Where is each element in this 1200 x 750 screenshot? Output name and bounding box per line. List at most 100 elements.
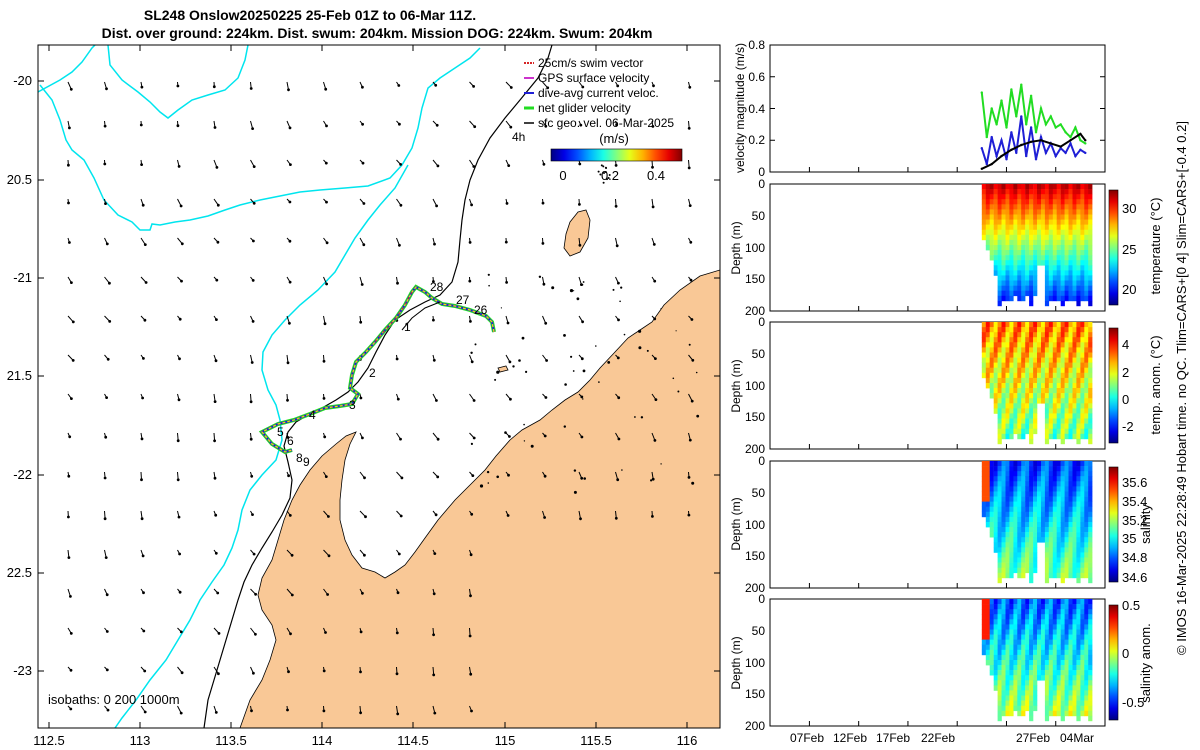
heatmap-cell bbox=[1068, 471, 1073, 477]
heatmap-cell bbox=[1017, 408, 1022, 414]
heatmap-cell bbox=[1044, 413, 1050, 419]
heatmap-cell bbox=[1037, 224, 1042, 230]
heatmap-cell bbox=[1013, 214, 1018, 220]
heatmap-cell bbox=[1021, 398, 1026, 404]
heatmap-cell bbox=[1052, 685, 1057, 691]
heatmap-cell bbox=[1056, 280, 1061, 286]
heatmap-cell bbox=[1084, 486, 1089, 492]
heatmap-cell bbox=[993, 481, 998, 487]
figure-title-line2: Dist. over ground: 224km. Dist. swum: 20… bbox=[102, 25, 653, 41]
time-tick: 17Feb bbox=[876, 731, 910, 745]
heatmap-cell bbox=[1029, 438, 1034, 445]
heatmap-cell bbox=[1068, 285, 1073, 291]
heatmap-cell bbox=[1052, 433, 1057, 440]
heatmap-cell bbox=[1080, 322, 1085, 328]
lon-tick: 114.5 bbox=[397, 733, 429, 748]
velocity-arrow-head bbox=[324, 475, 328, 478]
heatmap-cell bbox=[1068, 609, 1073, 615]
heatmap-cell bbox=[1017, 665, 1022, 671]
heatmap-cell bbox=[1033, 639, 1038, 645]
heatmap-cell bbox=[1052, 624, 1057, 630]
heatmap-cell bbox=[1041, 224, 1046, 230]
heatmap-cell bbox=[1048, 471, 1053, 477]
reef-dot bbox=[602, 165, 605, 168]
heatmap-cell bbox=[1021, 189, 1026, 195]
heatmap-cell bbox=[1080, 705, 1085, 712]
heatmap-cell bbox=[1029, 506, 1034, 513]
heatmap-cell bbox=[1064, 204, 1069, 210]
velocity-arrow-head bbox=[651, 477, 655, 481]
heatmap-cell bbox=[1068, 423, 1073, 429]
heatmap-cell bbox=[1052, 629, 1057, 635]
heatmap-cell bbox=[1001, 619, 1006, 625]
heatmap-cell bbox=[1084, 367, 1089, 374]
heatmap-cell bbox=[1088, 542, 1093, 548]
reef-dot bbox=[470, 351, 473, 354]
heatmap-cell bbox=[997, 357, 1002, 363]
heatmap-cell bbox=[997, 695, 1002, 701]
heatmap-cell bbox=[993, 506, 998, 513]
heatmap-cell bbox=[1029, 614, 1034, 620]
heatmap-cell bbox=[1009, 649, 1014, 656]
velocity-arrow-head bbox=[616, 84, 620, 88]
heatmap-cell bbox=[1017, 433, 1022, 440]
heatmap-cell bbox=[981, 506, 986, 513]
heatmap-cell bbox=[1013, 557, 1018, 563]
heatmap-cell bbox=[1005, 295, 1010, 302]
velocity-arrow-head bbox=[580, 283, 583, 286]
heatmap-cell bbox=[1048, 229, 1053, 236]
heatmap-cell bbox=[1025, 224, 1030, 230]
velocity-arrow-head bbox=[250, 361, 254, 364]
heatmap-cell bbox=[1041, 619, 1046, 625]
heatmap-cell bbox=[1029, 327, 1034, 333]
heatmap-cell bbox=[1088, 423, 1093, 429]
heatmap-cell bbox=[1056, 665, 1061, 671]
heatmap-cell bbox=[997, 438, 1002, 445]
heatmap-cell bbox=[1068, 295, 1073, 302]
heatmap-cell bbox=[985, 377, 990, 384]
heatmap-cell bbox=[1056, 527, 1061, 533]
heatmap-cell bbox=[1044, 234, 1050, 241]
heatmap-cell bbox=[1084, 516, 1089, 523]
reef-dot bbox=[530, 444, 534, 448]
heatmap-cell bbox=[1033, 461, 1038, 467]
heatmap-cell bbox=[1017, 245, 1022, 251]
velocity-arrow-head bbox=[432, 358, 436, 362]
ytick-label: 150 bbox=[745, 410, 765, 424]
heatmap-cell bbox=[1017, 527, 1022, 533]
heatmap-cell bbox=[1048, 398, 1053, 404]
heatmap-cell bbox=[1044, 572, 1050, 579]
heatmap-cell bbox=[1084, 649, 1089, 656]
heatmap-cell bbox=[1080, 209, 1085, 215]
heatmap-cell bbox=[1084, 285, 1089, 291]
velocity-arrow-head bbox=[436, 437, 440, 441]
heatmap-cell bbox=[1064, 466, 1069, 472]
heatmap-cell bbox=[1060, 599, 1065, 605]
heatmap-cell bbox=[1064, 634, 1069, 640]
heatmap-cell bbox=[1088, 629, 1093, 635]
heatmap-cell bbox=[1084, 471, 1089, 477]
heatmap-cell bbox=[985, 327, 990, 333]
heatmap-cell bbox=[989, 609, 994, 615]
velocity-arrow-head bbox=[214, 359, 218, 363]
heatmap-cell bbox=[1041, 337, 1046, 343]
heatmap-cell bbox=[1048, 357, 1053, 363]
heatmap-cell bbox=[1044, 649, 1050, 656]
heatmap-cell bbox=[989, 383, 994, 389]
heatmap-cell bbox=[1033, 280, 1038, 286]
heatmap-cell bbox=[1076, 408, 1081, 414]
heatmap-cell bbox=[1037, 624, 1042, 630]
heatmap-cell bbox=[1068, 496, 1073, 502]
heatmap-cell bbox=[997, 342, 1002, 348]
heatmap-cell bbox=[1037, 476, 1042, 482]
heatmap-cell bbox=[1068, 362, 1073, 368]
heatmap-cell bbox=[1052, 572, 1057, 579]
velocity-arrow-head bbox=[509, 397, 512, 401]
heatmap-cell bbox=[1088, 408, 1093, 414]
heatmap-cell bbox=[1017, 609, 1022, 615]
heatmap-cell bbox=[1076, 654, 1081, 661]
heatmap-cell bbox=[1060, 300, 1065, 307]
heatmap-cell bbox=[1033, 245, 1038, 251]
velocity-arrow-head bbox=[507, 164, 511, 168]
temperature-colorbar-ticks: 20 25 30 bbox=[1122, 201, 1136, 297]
